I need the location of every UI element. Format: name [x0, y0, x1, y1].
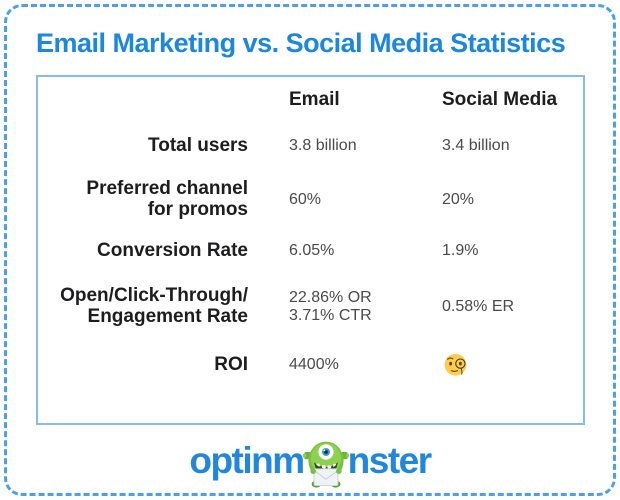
stats-table: Email Social Media Total users 3.8 billi…	[36, 75, 585, 425]
email-value: 6.05%	[289, 241, 335, 259]
logo-text-left: optinm	[189, 440, 305, 481]
face-with-monocle-emoji-icon	[444, 353, 467, 376]
social-value: 3.4 billion	[442, 137, 510, 155]
social-value: 0.58% ER	[442, 297, 515, 315]
optinmonster-mascot-icon	[302, 441, 349, 488]
table-row: Conversion Rate 6.05% 1.9%	[38, 226, 583, 276]
row-label: Preferred channel for promos	[86, 178, 248, 220]
logo-text-right: nster	[347, 440, 432, 481]
page-title: Email Marketing vs. Social Media Statist…	[36, 28, 566, 58]
table-row: Preferred channel for promos 60% 20%	[38, 174, 583, 226]
row-label: Conversion Rate	[97, 239, 248, 261]
table-row: Open/Click-Through/ Engagement Rate 22.8…	[38, 276, 583, 338]
table-header-row: Email Social Media	[38, 81, 583, 119]
column-header-social: Social Media	[442, 89, 558, 110]
social-value: 1.9%	[442, 241, 479, 259]
email-value: 3.8 billion	[289, 137, 357, 155]
email-value: 4400%	[289, 356, 339, 374]
row-label: Open/Click-Through/ Engagement Rate	[60, 285, 248, 327]
email-value: 60%	[289, 190, 322, 208]
row-label: ROI	[214, 354, 248, 376]
row-label: Total users	[148, 135, 248, 157]
column-header-email: Email	[289, 89, 340, 110]
table-row: ROI 4400%	[38, 338, 583, 393]
email-value: 22.86% OR 3.71% CTR	[289, 288, 372, 324]
social-value	[442, 352, 583, 379]
table-row: Total users 3.8 billion 3.4 billion	[38, 119, 583, 174]
optinmonster-logo: optinm nster	[0, 433, 620, 489]
social-value: 20%	[442, 190, 475, 208]
